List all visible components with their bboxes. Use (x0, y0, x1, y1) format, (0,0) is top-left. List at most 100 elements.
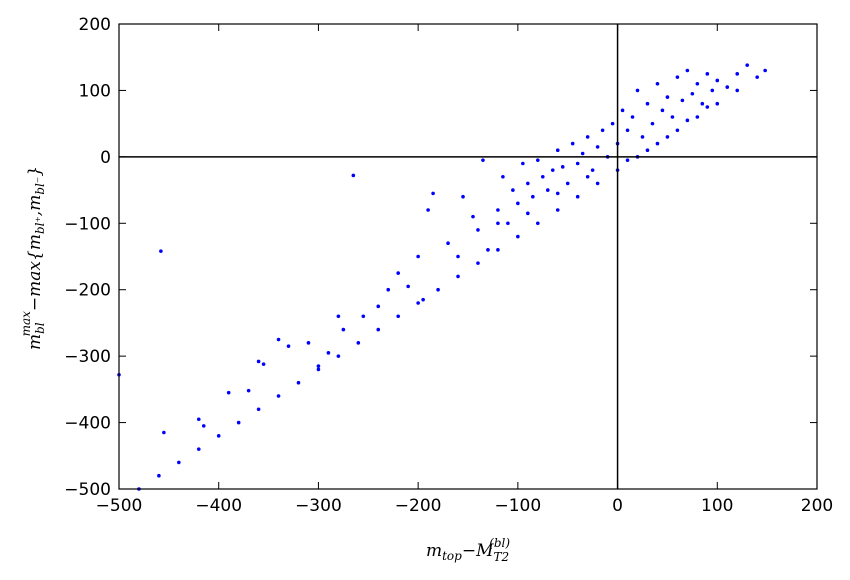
point (690, 91, 695, 96)
x-label-part: − (462, 541, 476, 561)
point (670, 115, 675, 119)
point (531, 194, 535, 199)
point (763, 68, 767, 73)
point (550, 168, 555, 172)
point (695, 115, 700, 119)
point (735, 88, 740, 93)
point (336, 314, 341, 319)
point (496, 208, 500, 212)
point (585, 174, 590, 179)
x-label-part: top (442, 549, 462, 563)
point (326, 351, 331, 355)
point (685, 68, 690, 73)
y-label-part: } (25, 166, 45, 177)
x-axis-label: mtop−MT2(bl) (426, 536, 510, 564)
point (157, 473, 161, 478)
x-tick-label: 100 (701, 496, 733, 516)
point (660, 108, 665, 113)
point (680, 98, 685, 103)
point (306, 341, 311, 345)
point (665, 135, 670, 139)
point (655, 141, 660, 146)
point (336, 354, 341, 358)
point (600, 128, 605, 133)
point (685, 118, 690, 123)
point (396, 271, 401, 275)
point (276, 394, 281, 398)
point (471, 214, 475, 219)
point (620, 108, 625, 113)
point (196, 447, 201, 451)
point (536, 158, 540, 162)
point (580, 151, 585, 156)
point (226, 390, 231, 395)
point (316, 367, 321, 372)
point (625, 128, 630, 133)
y-label-part: −max{ (25, 250, 45, 311)
point (361, 314, 366, 319)
point (276, 337, 281, 342)
x-tick-label: −300 (295, 496, 342, 516)
y-tick-label: −400 (64, 414, 111, 434)
point (715, 78, 720, 83)
y-label-part: bl⁻ (33, 177, 47, 195)
point (376, 327, 381, 332)
point (431, 191, 435, 196)
point (486, 248, 490, 252)
point (675, 75, 680, 79)
y-tick-label: −300 (64, 347, 111, 367)
point (565, 181, 570, 186)
x-label-part: m (426, 541, 442, 561)
point (590, 168, 595, 172)
point (496, 248, 500, 252)
point (745, 63, 749, 67)
point (705, 105, 710, 109)
x-tick-label: −100 (495, 496, 542, 516)
y-axis-label: mblmax−max{mbl⁺,mbl⁻} (19, 166, 47, 350)
point (655, 81, 660, 86)
point (630, 115, 635, 119)
point (555, 208, 560, 212)
plot-frame (118, 23, 818, 490)
x-tick-label: −200 (395, 496, 442, 516)
point (540, 174, 545, 179)
point (710, 88, 715, 93)
point (521, 161, 525, 166)
point (705, 72, 710, 76)
point (341, 327, 346, 332)
y-label-part: m (25, 234, 45, 250)
point (261, 362, 266, 366)
point (755, 75, 759, 79)
y-label-part: m (25, 195, 45, 211)
point (421, 297, 425, 302)
point (446, 241, 450, 246)
point (570, 141, 575, 146)
point (159, 249, 163, 253)
y-tick-label: 100 (79, 81, 111, 101)
x-tick-label: −400 (195, 496, 242, 516)
point (650, 121, 655, 126)
point (575, 194, 580, 199)
point (351, 173, 356, 178)
point (555, 148, 560, 153)
point (456, 254, 460, 259)
point (316, 364, 321, 368)
point (386, 287, 391, 292)
point (610, 121, 615, 126)
point (396, 314, 401, 319)
point (416, 301, 420, 305)
point (555, 191, 560, 196)
y-label-part: m (25, 334, 45, 350)
point (545, 188, 550, 192)
point (675, 128, 680, 133)
point (216, 434, 221, 438)
point (376, 304, 381, 309)
y-label-part: max (19, 311, 33, 337)
point (575, 161, 580, 166)
point (461, 194, 465, 199)
point (645, 101, 650, 106)
point (560, 165, 565, 169)
point (640, 135, 645, 139)
point (665, 95, 670, 99)
x-label-part: M (475, 541, 494, 561)
